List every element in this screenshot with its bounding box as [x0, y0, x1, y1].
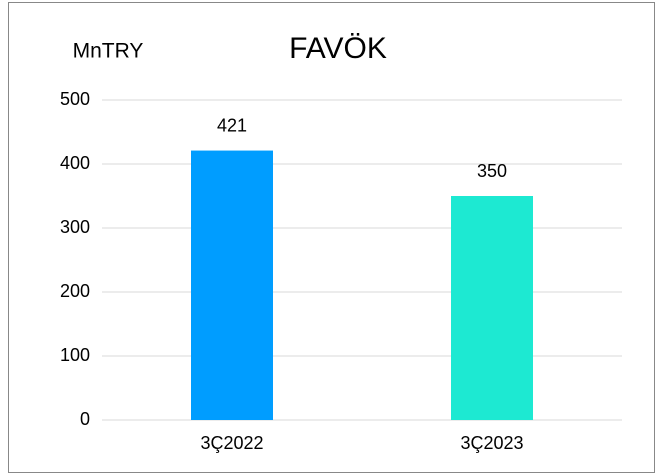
y-tick-label: 200: [60, 281, 90, 301]
bar: [451, 196, 533, 420]
y-tick-label: 0: [80, 409, 90, 429]
data-label: 350: [477, 161, 507, 181]
y-tick-label: 400: [60, 153, 90, 173]
y-axis-label: MnTRY: [73, 40, 144, 63]
x-tick-label: 3Ç2023: [460, 433, 523, 453]
y-tick-label: 300: [60, 217, 90, 237]
chart-title: FAVÖK: [289, 32, 387, 65]
y-tick-label: 500: [60, 89, 90, 109]
data-label: 421: [217, 115, 247, 135]
chart-frame: [8, 2, 655, 473]
x-tick-label: 3Ç2022: [200, 433, 263, 453]
bar: [191, 150, 273, 420]
y-tick-label: 100: [60, 345, 90, 365]
